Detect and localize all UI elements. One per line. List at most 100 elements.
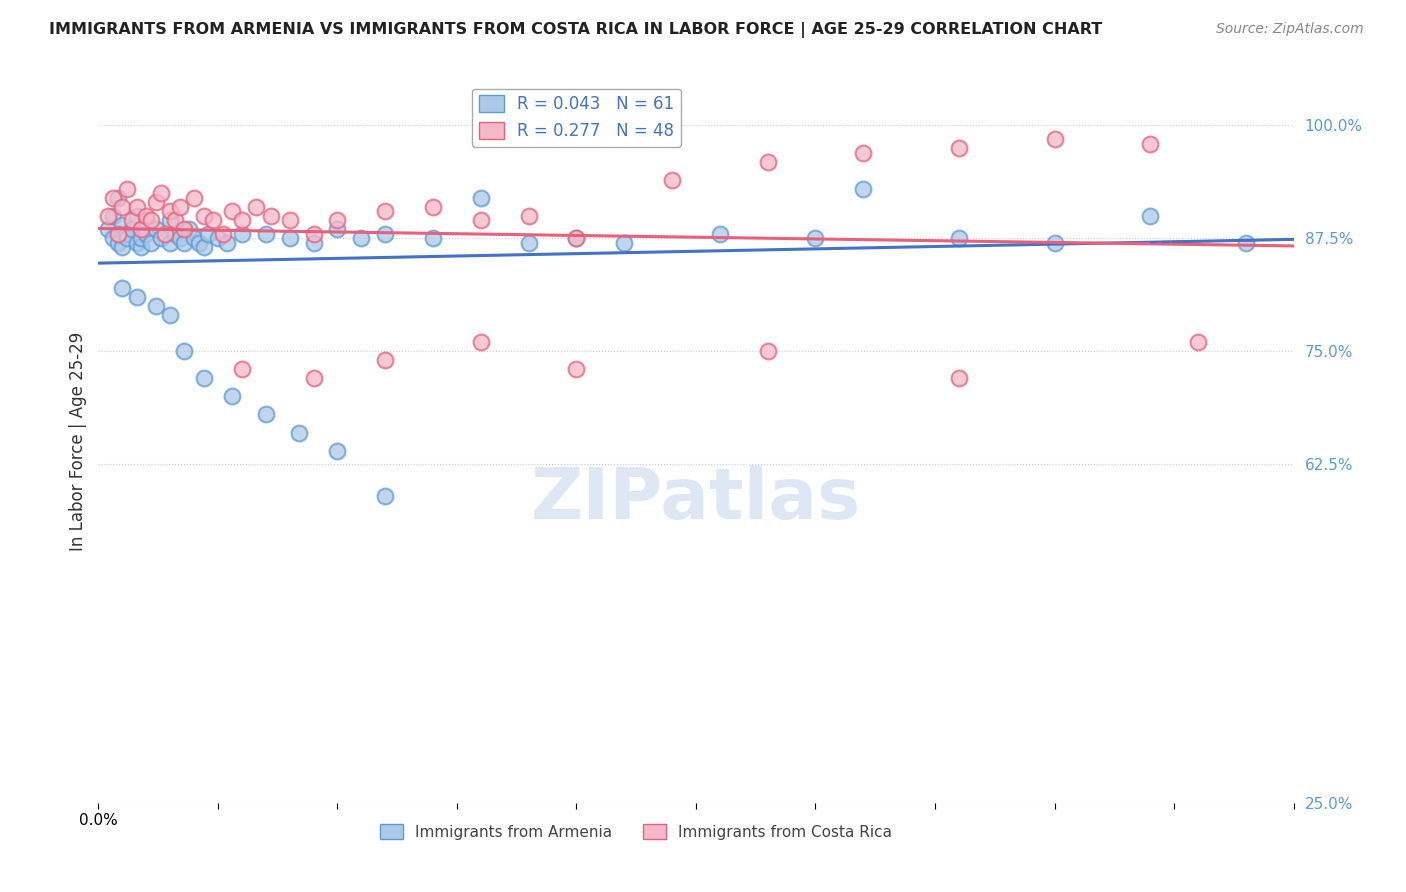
Point — [101, 209, 124, 223]
Point — [159, 204, 181, 219]
Point — [948, 141, 970, 155]
Point — [159, 308, 181, 322]
Point — [183, 231, 205, 245]
Point — [565, 362, 588, 376]
Point — [173, 344, 195, 359]
Point — [121, 222, 143, 236]
Point — [139, 235, 162, 250]
Point — [852, 181, 875, 195]
Point — [111, 240, 134, 254]
Point — [326, 222, 349, 236]
Point — [288, 425, 311, 440]
Point — [125, 290, 148, 304]
Point — [107, 235, 129, 250]
Point — [97, 209, 120, 223]
Point — [197, 227, 219, 241]
Point — [517, 209, 540, 223]
Point — [756, 154, 779, 169]
Point — [131, 231, 153, 245]
Point — [948, 231, 970, 245]
Point — [613, 235, 636, 250]
Point — [179, 222, 201, 236]
Text: ZIPatlas: ZIPatlas — [531, 465, 860, 533]
Point — [193, 240, 215, 254]
Point — [155, 227, 177, 241]
Text: Source: ZipAtlas.com: Source: ZipAtlas.com — [1216, 22, 1364, 37]
Point — [470, 191, 492, 205]
Point — [565, 231, 588, 245]
Point — [163, 213, 186, 227]
Point — [207, 231, 229, 245]
Point — [326, 443, 349, 458]
Point — [302, 227, 325, 241]
Point — [115, 227, 138, 241]
Point — [131, 222, 153, 236]
Point — [302, 235, 325, 250]
Point — [145, 222, 167, 236]
Point — [101, 191, 124, 205]
Point — [135, 213, 157, 227]
Point — [302, 371, 325, 385]
Point — [173, 222, 195, 236]
Point — [278, 231, 301, 245]
Point — [1139, 209, 1161, 223]
Point — [1043, 132, 1066, 146]
Point — [193, 371, 215, 385]
Point — [135, 227, 157, 241]
Point — [169, 231, 191, 245]
Point — [852, 145, 875, 160]
Point — [115, 181, 138, 195]
Point — [193, 209, 215, 223]
Point — [202, 213, 225, 227]
Point — [231, 213, 253, 227]
Point — [709, 227, 731, 241]
Point — [231, 227, 253, 241]
Point — [565, 231, 588, 245]
Point — [326, 213, 349, 227]
Point — [107, 227, 129, 241]
Point — [422, 200, 444, 214]
Point — [661, 172, 683, 186]
Point — [135, 209, 157, 223]
Point — [125, 200, 148, 214]
Text: IMMIGRANTS FROM ARMENIA VS IMMIGRANTS FROM COSTA RICA IN LABOR FORCE | AGE 25-29: IMMIGRANTS FROM ARMENIA VS IMMIGRANTS FR… — [49, 22, 1102, 38]
Point — [422, 231, 444, 245]
Point — [470, 335, 492, 350]
Point — [111, 218, 134, 232]
Point — [159, 235, 181, 250]
Point — [149, 231, 172, 245]
Point — [145, 299, 167, 313]
Point — [145, 195, 167, 210]
Point — [1187, 335, 1209, 350]
Point — [131, 240, 153, 254]
Point — [187, 235, 209, 250]
Point — [173, 235, 195, 250]
Point — [374, 353, 396, 368]
Point — [374, 204, 396, 219]
Point — [221, 389, 243, 403]
Point — [163, 227, 186, 241]
Point — [111, 200, 134, 214]
Point — [231, 362, 253, 376]
Point — [217, 235, 239, 250]
Point — [948, 371, 970, 385]
Point — [115, 231, 138, 245]
Point — [211, 227, 233, 241]
Point — [1043, 235, 1066, 250]
Point — [245, 200, 267, 214]
Point — [97, 222, 120, 236]
Point — [183, 191, 205, 205]
Point — [121, 213, 143, 227]
Point — [374, 227, 396, 241]
Point — [125, 235, 148, 250]
Point — [254, 408, 277, 422]
Y-axis label: In Labor Force | Age 25-29: In Labor Force | Age 25-29 — [69, 332, 87, 551]
Point — [169, 200, 191, 214]
Point — [259, 209, 281, 223]
Point — [101, 231, 124, 245]
Point — [374, 489, 396, 503]
Point — [517, 235, 540, 250]
Point — [278, 213, 301, 227]
Point — [350, 231, 373, 245]
Point — [254, 227, 277, 241]
